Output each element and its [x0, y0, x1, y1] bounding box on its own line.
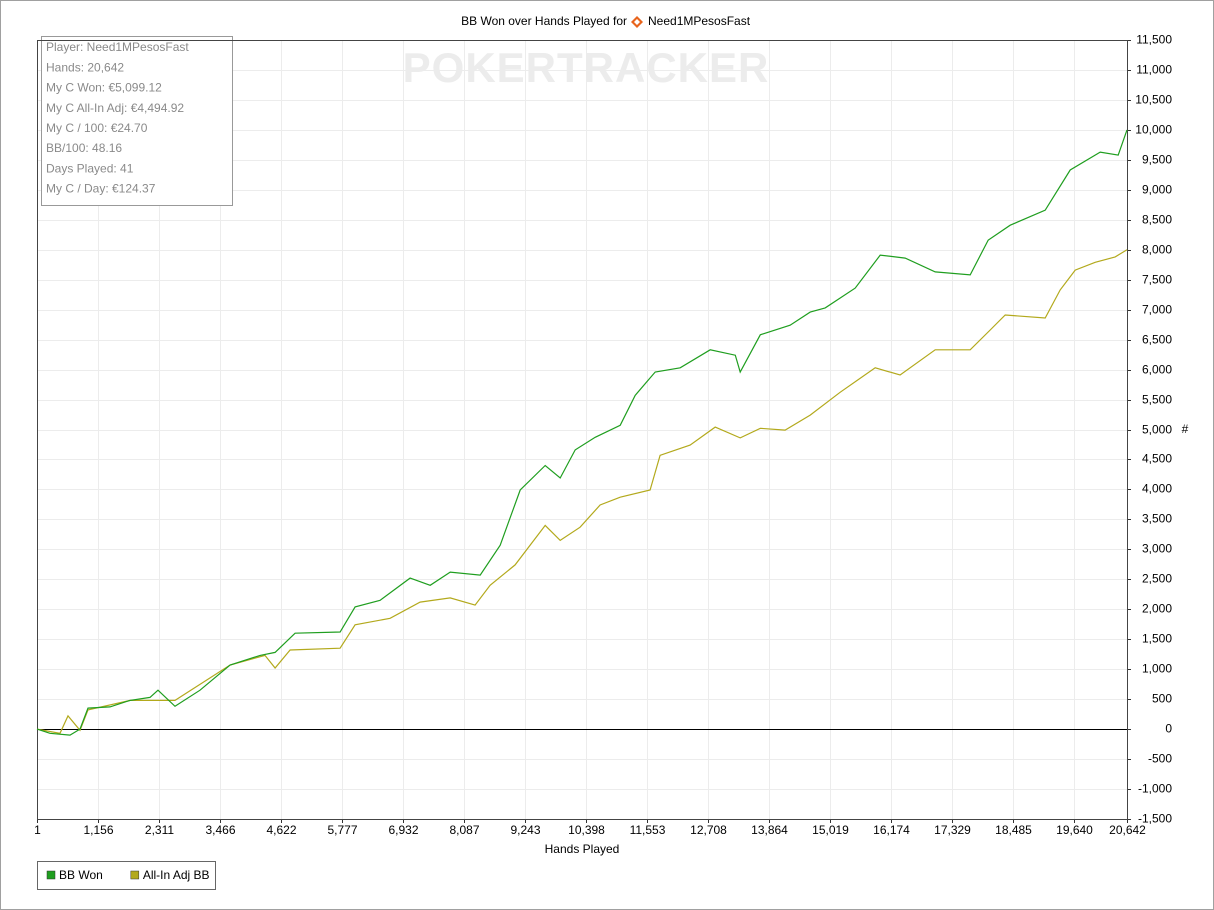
x-tick-label: 2,311 [145, 823, 174, 837]
y-tick-label: 6,500 [1142, 333, 1172, 347]
stat-line: My C / Day: €124.37 [46, 182, 156, 196]
y-tick-label: 3,500 [1142, 512, 1172, 526]
stat-line: My C All-In Adj: €4,494.92 [46, 101, 184, 115]
plot-frame [37, 40, 1128, 820]
stat-line: My C Won: €5,099.12 [46, 81, 162, 95]
x-tick-label: 3,466 [205, 823, 235, 837]
y-tick-label: 2,000 [1142, 602, 1172, 616]
y-tick-label: -1,000 [1138, 782, 1172, 796]
player-name: Need1MPesosFast [648, 14, 751, 28]
x-tick-label: 1,156 [83, 823, 113, 837]
y-tick-label: 4,500 [1142, 452, 1172, 466]
x-tick-label: 17,329 [934, 823, 971, 837]
x-tick-label: 11,553 [630, 823, 666, 837]
player-icon-inner [634, 19, 640, 25]
x-tick-label: 20,642 [1109, 823, 1146, 837]
stat-line: BB/100: 48.16 [46, 141, 122, 155]
y-tick-label: 9,500 [1142, 153, 1172, 167]
x-tick-label: 5,777 [327, 823, 357, 837]
legend-swatch [46, 870, 56, 880]
y-tick-label: 6,000 [1142, 363, 1172, 377]
legend-label: All-In Adj BB [143, 868, 210, 882]
y-tick-label: 11,000 [1136, 63, 1172, 77]
x-tick-label: 19,640 [1056, 823, 1093, 837]
y-tick-label: 11,500 [1136, 33, 1172, 47]
stat-line: My C / 100: €24.70 [46, 121, 148, 135]
y-tick-label: 1,500 [1142, 632, 1172, 646]
y-tick-label: 7,500 [1142, 273, 1172, 287]
x-tick-label: 13,864 [751, 823, 788, 837]
watermark: POKERTRACKER [403, 44, 770, 91]
stat-line: Hands: 20,642 [46, 60, 124, 74]
y-tick-label: 8,500 [1142, 213, 1172, 227]
y-tick-label: 7,000 [1142, 303, 1172, 317]
y-tick-label: -1,500 [1138, 812, 1172, 826]
y-tick-label: 0 [1165, 722, 1172, 736]
x-tick-label: 1 [34, 823, 41, 837]
stat-line: Player: Need1MPesosFast [46, 40, 189, 54]
y-tick-label: 10,500 [1135, 93, 1172, 107]
series-line [36, 129, 1128, 736]
x-tick-label: 18,485 [995, 823, 1032, 837]
x-tick-label: 12,708 [690, 823, 727, 837]
legend-swatch [130, 870, 140, 880]
x-axis-label: Hands Played [545, 842, 620, 856]
y-tick-label: 9,000 [1142, 183, 1172, 197]
x-tick-label: 16,174 [873, 823, 910, 837]
y-tick-label: 2,500 [1142, 572, 1172, 586]
stats-box [41, 36, 233, 206]
y-tick-label: 3,000 [1142, 542, 1172, 556]
x-tick-label: 10,398 [568, 823, 605, 837]
chart-title: BB Won over Hands Played for [461, 14, 627, 28]
y-tick-label: 4,000 [1142, 482, 1172, 496]
x-tick-label: 15,019 [812, 823, 849, 837]
y-tick-label: -500 [1148, 752, 1172, 766]
y-axis-label: # [1182, 422, 1189, 436]
y-tick-label: 5,500 [1142, 393, 1172, 407]
y-tick-label: 10,000 [1135, 123, 1172, 137]
x-tick-label: 8,087 [449, 823, 479, 837]
x-tick-label: 6,932 [388, 823, 418, 837]
stat-line: Days Played: 41 [46, 161, 134, 175]
y-tick-label: 5,000 [1142, 423, 1172, 437]
x-tick-label: 9,243 [510, 823, 540, 837]
legend-label: BB Won [59, 868, 103, 882]
y-tick-label: 8,000 [1142, 243, 1172, 257]
y-tick-label: 500 [1152, 692, 1172, 706]
y-tick-label: 1,000 [1142, 662, 1172, 676]
x-tick-label: 4,622 [266, 823, 296, 837]
legend-box [37, 861, 216, 890]
